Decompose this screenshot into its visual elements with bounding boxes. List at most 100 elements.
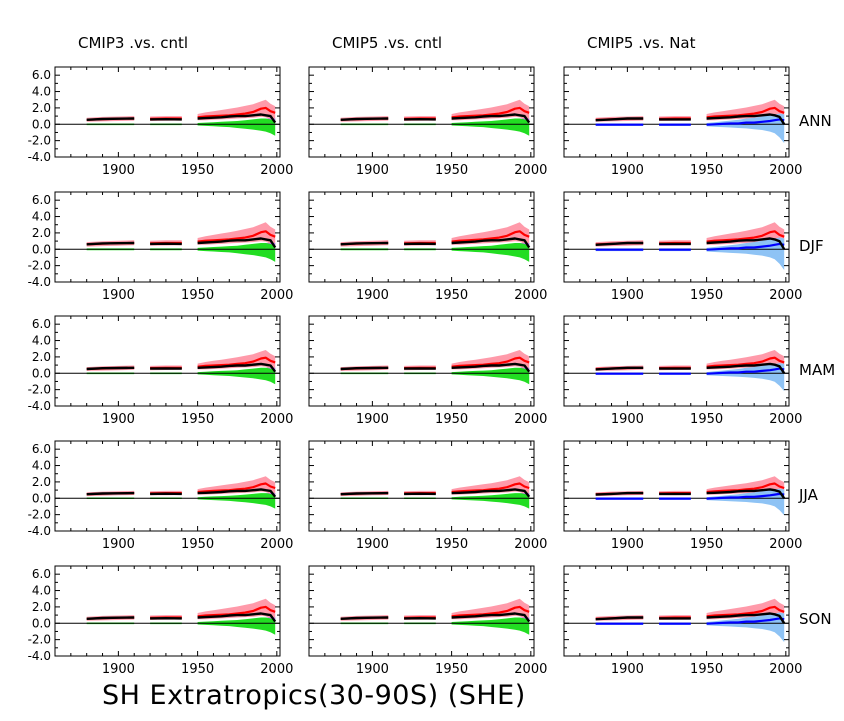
observed-line-seg-2 (197, 362, 277, 373)
x-tick-label: 2000 (514, 288, 547, 303)
y-tick-label: 6.0 (32, 68, 51, 82)
panel-jja-2: 1900 1950 2000 (308, 440, 547, 552)
x-tick-label: 1900 (356, 662, 389, 677)
nat-mean-line-seg-2 (706, 367, 785, 375)
x-tick-label: 1900 (356, 537, 389, 552)
observed-line-seg-0 (340, 366, 389, 371)
panel-frame (54, 191, 281, 283)
y-tick-label: -2.0 (28, 259, 51, 273)
model-mean-line-seg-2 (197, 230, 276, 243)
y-tick-label: 6.0 (32, 193, 51, 207)
observed-line-seg-2 (451, 488, 531, 498)
x-tick-label: 1900 (611, 163, 644, 178)
panel-jja-1: -4.0 -2.0 0.0 2.0 4.0 6.0 1900 1950 2000 (28, 440, 293, 552)
nat-mean-line-seg-2 (706, 492, 785, 500)
y-tick-label: 4.0 (32, 85, 51, 99)
observed-line-seg-2 (197, 612, 277, 623)
row-label-djf: DJF (799, 237, 824, 255)
x-tick-label: 2000 (514, 537, 547, 552)
y-tick-label: 6.0 (32, 317, 51, 331)
observed-line-seg-2 (706, 612, 786, 624)
column-title-cmip3-cntl: CMIP3 .vs. cntl (78, 34, 188, 52)
model-mean-line-seg-2 (451, 230, 530, 243)
observed-line-seg-0 (86, 616, 135, 620)
observed-line-seg-2 (451, 237, 531, 249)
column-title-cmip5-nat: CMIP5 .vs. Nat (587, 34, 696, 52)
x-tick-label: 1900 (356, 163, 389, 178)
observed-line-seg-2 (706, 237, 786, 250)
model-mean-line-seg-2 (451, 106, 530, 119)
y-tick-label: -2.0 (28, 508, 51, 522)
x-tick-label: 1950 (181, 163, 214, 178)
panel-frame (563, 565, 790, 657)
observed-line-seg-0 (340, 616, 389, 620)
x-tick-label: 2000 (769, 163, 802, 178)
observed-line-seg-0 (595, 616, 644, 621)
control-range-band-seg-2 (451, 367, 530, 385)
observed-line-seg-0 (340, 241, 389, 246)
model-mean-line-seg-2 (706, 605, 785, 618)
y-tick-label: 2.0 (32, 350, 51, 364)
x-tick-label: 1900 (102, 662, 135, 677)
x-tick-label: 1950 (181, 662, 214, 677)
observed-line-seg-0 (595, 366, 644, 371)
panel-jja-3: 1900 1950 2000 (563, 440, 802, 552)
x-tick-label: 1950 (181, 537, 214, 552)
x-tick-label: 2000 (260, 288, 293, 303)
x-tick-label: 1900 (356, 412, 389, 427)
x-tick-label: 1950 (181, 412, 214, 427)
y-tick-label: -4.0 (28, 649, 51, 663)
panel-frame (308, 66, 535, 158)
control-range-band-seg-2 (197, 617, 276, 635)
y-tick-label: 2.0 (32, 475, 51, 489)
y-tick-label: 6.0 (32, 442, 51, 456)
panel-frame (54, 315, 281, 407)
nat-mean-line-seg-2 (706, 118, 785, 126)
x-tick-label: 1950 (435, 537, 468, 552)
control-range-band-seg-2 (451, 118, 530, 136)
control-range-band-seg-2 (451, 617, 530, 635)
x-tick-label: 1950 (435, 412, 468, 427)
control-range-band-seg-2 (197, 493, 276, 509)
panel-mam-1: -4.0 -2.0 0.0 2.0 4.0 6.0 1900 1950 2000 (28, 315, 293, 427)
observed-line-seg-0 (86, 117, 135, 121)
y-tick-label: -2.0 (28, 134, 51, 148)
y-tick-label: -4.0 (28, 275, 51, 289)
x-tick-label: 2000 (260, 163, 293, 178)
model-mean-line-seg-2 (197, 605, 276, 618)
panel-djf-1: -4.0 -2.0 0.0 2.0 4.0 6.0 1900 1950 2000 (28, 191, 293, 303)
panel-frame (563, 440, 790, 532)
control-range-band-seg-2 (451, 243, 530, 262)
x-tick-label: 1950 (690, 537, 723, 552)
x-tick-label: 1900 (611, 537, 644, 552)
observed-line-seg-2 (706, 488, 786, 499)
panel-frame (308, 565, 535, 657)
x-tick-label: 1950 (690, 412, 723, 427)
panel-frame (563, 191, 790, 283)
y-tick-label: 4.0 (32, 459, 51, 473)
panel-frame (308, 191, 535, 283)
panel-ann-3: 1900 1950 2000 (563, 66, 802, 178)
model-mean-line-seg-2 (706, 482, 785, 494)
control-range-band-seg-2 (197, 118, 276, 136)
observed-line-seg-2 (451, 362, 531, 373)
model-mean-line-seg-2 (197, 106, 276, 119)
x-tick-label: 1900 (102, 163, 135, 178)
y-tick-label: 2.0 (32, 600, 51, 614)
x-tick-label: 1950 (435, 288, 468, 303)
y-tick-label: 4.0 (32, 334, 51, 348)
observed-line-seg-2 (197, 237, 277, 249)
model-mean-line-seg-2 (197, 482, 276, 494)
x-tick-label: 2000 (769, 537, 802, 552)
y-tick-label: 0.0 (32, 242, 51, 256)
x-tick-label: 1900 (102, 537, 135, 552)
panel-mam-3: 1900 1950 2000 (563, 315, 802, 427)
observed-line-seg-2 (451, 113, 531, 124)
column-title-cmip5-cntl: CMIP5 .vs. cntl (332, 34, 442, 52)
observed-line-seg-0 (340, 491, 389, 496)
panel-frame (54, 565, 281, 657)
x-tick-label: 1950 (435, 163, 468, 178)
x-tick-label: 2000 (769, 412, 802, 427)
observed-line-seg-2 (706, 113, 786, 125)
x-tick-label: 2000 (260, 412, 293, 427)
